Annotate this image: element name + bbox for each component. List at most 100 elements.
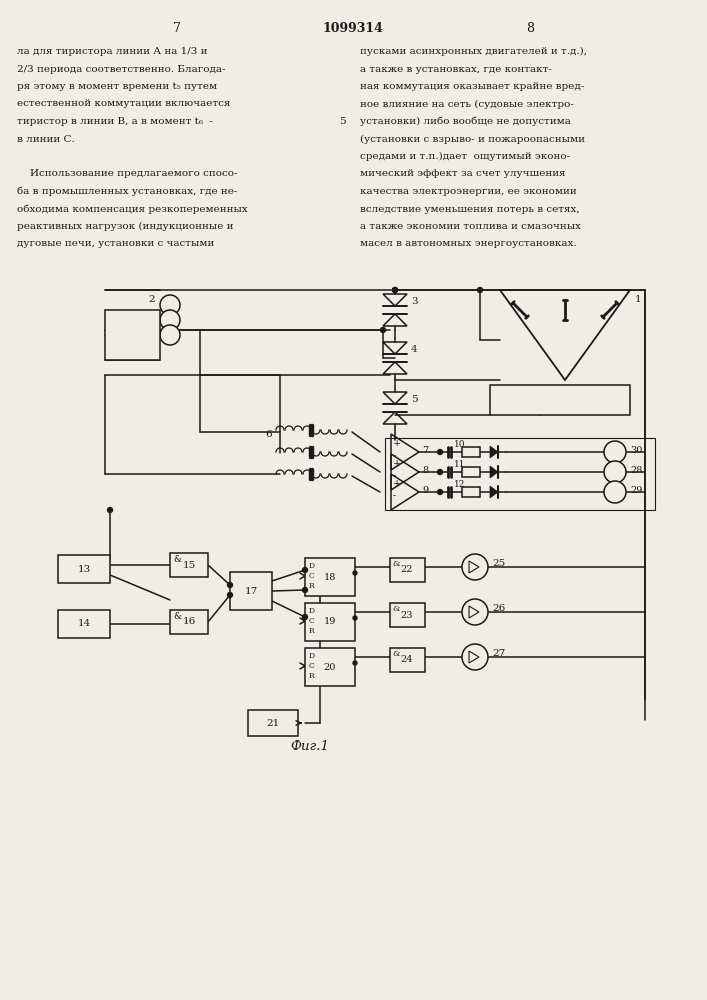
Text: дуговые печи, установки с частыми: дуговые печи, установки с частыми — [17, 239, 214, 248]
Circle shape — [160, 310, 180, 330]
Bar — [58, 555, 110, 583]
Text: &: & — [392, 605, 399, 613]
Text: 20: 20 — [324, 662, 337, 672]
Circle shape — [228, 592, 233, 597]
Circle shape — [303, 568, 308, 572]
Text: 10: 10 — [455, 440, 466, 449]
Text: 2/3 периода соответственно. Благода-: 2/3 периода соответственно. Благода- — [17, 64, 226, 74]
Text: R: R — [309, 627, 315, 635]
Text: масел в автономных энергоустановках.: масел в автономных энергоустановках. — [360, 239, 577, 248]
Text: ное влияние на сеть (судовые электро-: ное влияние на сеть (судовые электро- — [360, 100, 574, 109]
Circle shape — [604, 441, 626, 463]
Bar — [462, 467, 480, 477]
Text: 19: 19 — [324, 617, 337, 626]
Text: (установки с взрыво- и пожароопасными: (установки с взрыво- и пожароопасными — [360, 134, 585, 144]
Text: 21: 21 — [267, 718, 280, 728]
Text: 16: 16 — [182, 617, 196, 626]
Text: 1: 1 — [635, 295, 642, 304]
Text: 12: 12 — [455, 480, 466, 489]
Circle shape — [160, 295, 180, 315]
Text: 30: 30 — [630, 446, 643, 455]
Bar — [490, 385, 630, 415]
Text: &: & — [173, 612, 181, 621]
Text: качества электроэнергии, ее экономии: качества электроэнергии, ее экономии — [360, 187, 577, 196]
Bar — [390, 648, 425, 672]
Text: 25: 25 — [492, 559, 506, 568]
Text: R: R — [309, 672, 315, 680]
Circle shape — [462, 644, 488, 670]
Text: 5: 5 — [411, 395, 418, 404]
Text: D: D — [309, 607, 315, 615]
Text: R: R — [309, 582, 315, 590]
Bar — [248, 710, 298, 736]
Text: -: - — [393, 491, 396, 500]
Text: установки) либо вообще не допустима: установки) либо вообще не допустима — [360, 117, 571, 126]
Circle shape — [160, 325, 180, 345]
Text: средами и т.п.)дает  ощутимый эконо-: средами и т.п.)дает ощутимый эконо- — [360, 152, 570, 161]
Circle shape — [392, 288, 397, 292]
Text: 26: 26 — [492, 604, 506, 613]
Circle shape — [303, 587, 308, 592]
Circle shape — [438, 489, 443, 494]
Text: а также в установках, где контакт-: а также в установках, где контакт- — [360, 64, 552, 74]
Text: 8: 8 — [422, 466, 428, 475]
Circle shape — [380, 328, 385, 332]
Text: 15: 15 — [182, 560, 196, 570]
Text: вследствие уменьшения потерь в сетях,: вследствие уменьшения потерь в сетях, — [360, 205, 580, 214]
Bar — [390, 603, 425, 627]
Bar — [305, 603, 355, 641]
Text: 2: 2 — [148, 295, 155, 304]
Bar — [305, 648, 355, 686]
Text: естественной коммутации включается: естественной коммутации включается — [17, 100, 230, 108]
Text: а также экономии топлива и смазочных: а также экономии топлива и смазочных — [360, 222, 581, 231]
Bar — [105, 310, 160, 360]
Text: &: & — [392, 560, 399, 568]
Bar — [170, 553, 208, 577]
Text: &: & — [173, 555, 181, 564]
Text: 6: 6 — [265, 430, 271, 439]
Text: 7: 7 — [422, 446, 428, 455]
Text: 17: 17 — [245, 586, 257, 595]
Text: ла для тиристора линии А на 1/3 и: ла для тиристора линии А на 1/3 и — [17, 47, 207, 56]
Circle shape — [353, 571, 357, 575]
Bar — [230, 572, 272, 610]
Text: мический эффект за счет улучшения: мический эффект за счет улучшения — [360, 169, 566, 178]
Circle shape — [438, 470, 443, 475]
Circle shape — [438, 450, 443, 454]
Text: реактивных нагрузок (индукционные и: реактивных нагрузок (индукционные и — [17, 222, 233, 231]
Text: +: + — [393, 460, 402, 468]
Bar — [390, 558, 425, 582]
Circle shape — [462, 554, 488, 580]
Text: 24: 24 — [401, 656, 414, 664]
Polygon shape — [490, 486, 498, 498]
Bar — [385, 438, 655, 510]
Text: 14: 14 — [77, 619, 90, 629]
Text: 13: 13 — [77, 564, 90, 574]
Text: ря этому в момент времени t₅ путем: ря этому в момент времени t₅ путем — [17, 82, 217, 91]
Text: 4: 4 — [411, 346, 418, 355]
Text: ная коммутация оказывает крайне вред-: ная коммутация оказывает крайне вред- — [360, 82, 584, 91]
Bar — [305, 558, 355, 596]
Polygon shape — [490, 466, 498, 478]
Text: обходима компенсация резкопеременных: обходима компенсация резкопеременных — [17, 205, 247, 214]
Text: 18: 18 — [324, 572, 337, 582]
Text: пусками асинхронных двигателей и т.д.),: пусками асинхронных двигателей и т.д.), — [360, 47, 587, 56]
Text: 7: 7 — [173, 22, 181, 35]
Text: 29: 29 — [630, 486, 643, 495]
Text: в линии С.: в линии С. — [17, 134, 75, 143]
Bar — [462, 487, 480, 497]
Text: 3: 3 — [411, 298, 418, 306]
Text: -: - — [393, 452, 396, 460]
Text: C: C — [309, 572, 315, 580]
Circle shape — [228, 582, 233, 587]
Circle shape — [604, 481, 626, 503]
Bar — [170, 610, 208, 634]
Circle shape — [353, 616, 357, 620]
Text: 8: 8 — [526, 22, 534, 35]
Circle shape — [604, 461, 626, 483]
Circle shape — [353, 661, 357, 665]
Text: 11: 11 — [455, 460, 466, 469]
Text: C: C — [309, 662, 315, 670]
Circle shape — [392, 288, 397, 292]
Text: &: & — [392, 650, 399, 658]
